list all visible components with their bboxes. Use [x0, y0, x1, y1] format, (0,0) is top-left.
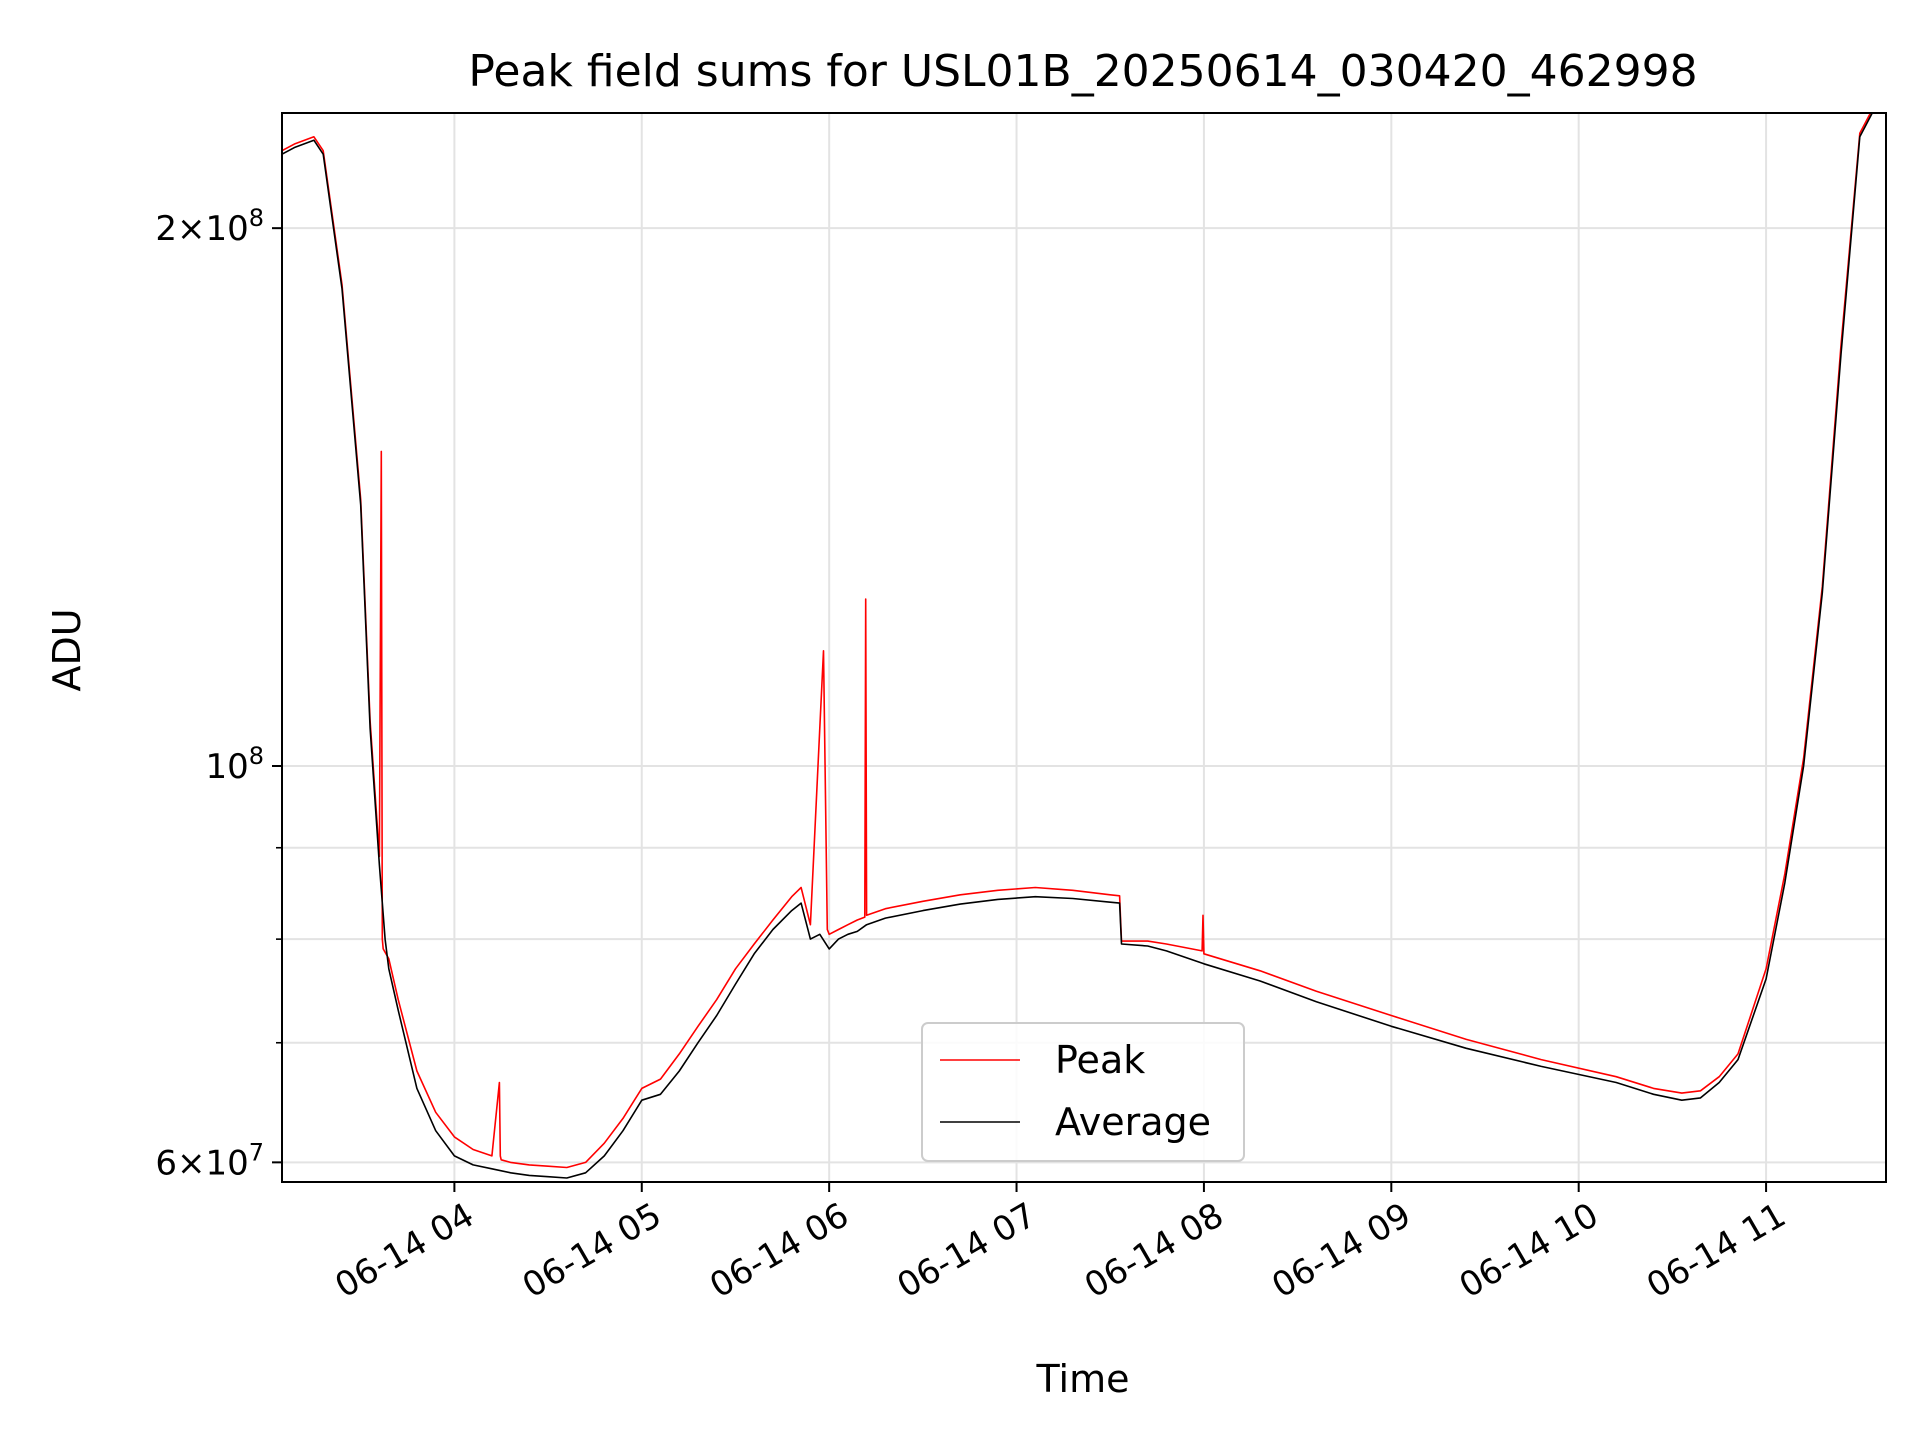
- y-tick-label: 6×107: [155, 1138, 264, 1183]
- grid: [282, 113, 1886, 1182]
- plot-frame: [281, 112, 1887, 1183]
- series-layer: [282, 113, 1874, 1179]
- x-axis-label: Time: [1036, 1357, 1130, 1401]
- legend: Peak Average: [921, 1022, 1245, 1162]
- legend-average-label: Average: [1055, 1100, 1211, 1144]
- chart-title: Peak field sums for USL01B_20250614_0304…: [468, 46, 1697, 97]
- y-axis-label: ADU: [45, 608, 89, 691]
- y-tick-label: 2×108: [155, 204, 264, 249]
- legend-box: [921, 1022, 1245, 1162]
- legend-peak-label: Peak: [1055, 1038, 1145, 1082]
- series-line-average: [282, 113, 1874, 1179]
- series-line-peak: [282, 113, 1872, 1169]
- y-tick-label: 108: [205, 742, 264, 787]
